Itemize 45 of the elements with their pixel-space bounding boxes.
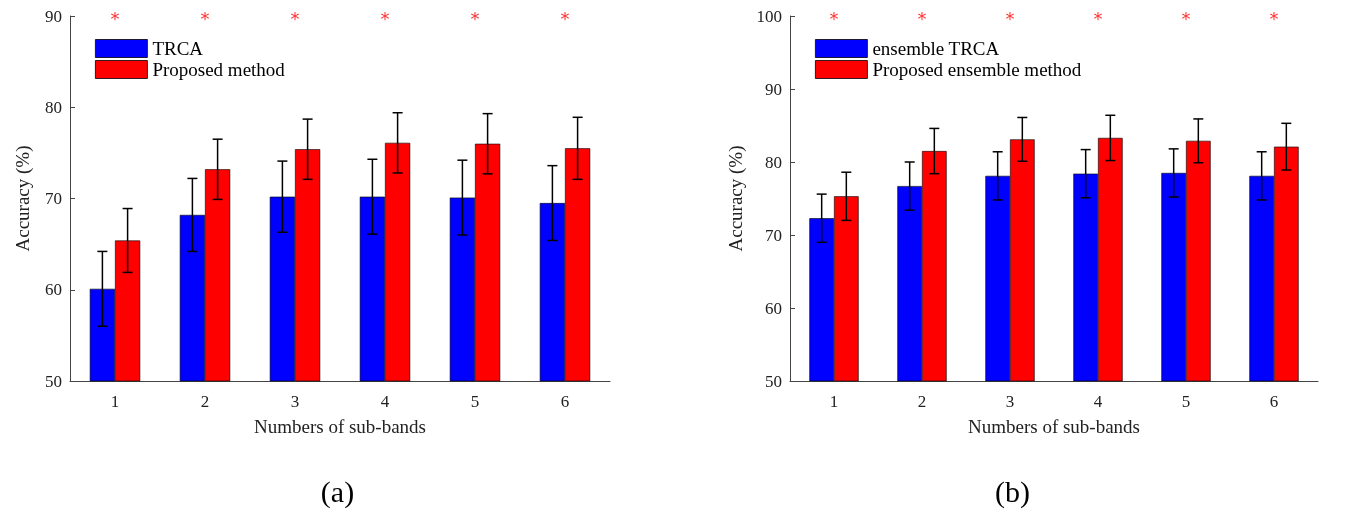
x-tick-label: 4 bbox=[380, 392, 390, 411]
annotation: * bbox=[200, 7, 210, 29]
x-tick-label: 3 bbox=[1005, 392, 1015, 411]
annotation: * bbox=[380, 7, 390, 29]
y-tick-label: 50 bbox=[765, 371, 782, 391]
annotation: * bbox=[1093, 7, 1103, 29]
y-tick-label: 70 bbox=[45, 189, 62, 208]
x-axis-title: Numbers of sub-bands bbox=[253, 416, 427, 437]
x-tick-label: 5 bbox=[470, 392, 480, 411]
annotation: * bbox=[1181, 7, 1191, 29]
annotation: * bbox=[290, 7, 300, 29]
y-tick-label: 60 bbox=[765, 298, 782, 318]
y-tick-label: 80 bbox=[45, 97, 62, 117]
legend-label: ensemble TRCA bbox=[872, 38, 1000, 59]
y-axis-title: Accuracy (%) bbox=[725, 145, 747, 252]
x-axis-title: Numbers of sub-bands bbox=[967, 416, 1141, 437]
x-tick-label: 1 bbox=[110, 392, 120, 411]
annotation: * bbox=[917, 7, 927, 29]
text: (a) bbox=[320, 474, 355, 509]
x-tick-label: 2 bbox=[917, 392, 927, 411]
x-tick-label: 3 bbox=[290, 392, 300, 411]
annotation: * bbox=[1269, 7, 1279, 29]
y-tick-label: 60 bbox=[45, 280, 62, 300]
x-tick-label: 6 bbox=[1269, 392, 1279, 411]
legend-label: Proposed ensemble method bbox=[872, 59, 1082, 80]
x-tick-label: 2 bbox=[200, 392, 210, 411]
y-tick-label: 80 bbox=[765, 152, 782, 172]
x-tick-label: 1 bbox=[829, 392, 839, 411]
annotation: * bbox=[470, 7, 480, 29]
legend-label: TRCA bbox=[152, 38, 204, 59]
annotation: * bbox=[560, 7, 570, 29]
x-tick-label: 6 bbox=[560, 392, 570, 411]
y-tick-label: 100 bbox=[756, 6, 782, 26]
annotation: * bbox=[829, 7, 839, 29]
legend-label: Proposed method bbox=[152, 59, 286, 80]
annotation: * bbox=[1005, 7, 1015, 29]
y-axis-title: Accuracy (%) bbox=[12, 145, 34, 252]
text: (b) bbox=[995, 474, 1030, 509]
x-tick-label: 5 bbox=[1181, 392, 1191, 411]
x-tick-label: 4 bbox=[1093, 392, 1103, 411]
annotation: * bbox=[110, 7, 120, 29]
y-tick-label: 90 bbox=[765, 79, 782, 99]
y-tick-label: 90 bbox=[45, 6, 62, 26]
y-tick-label: 70 bbox=[765, 225, 782, 245]
y-tick-label: 50 bbox=[45, 371, 62, 391]
